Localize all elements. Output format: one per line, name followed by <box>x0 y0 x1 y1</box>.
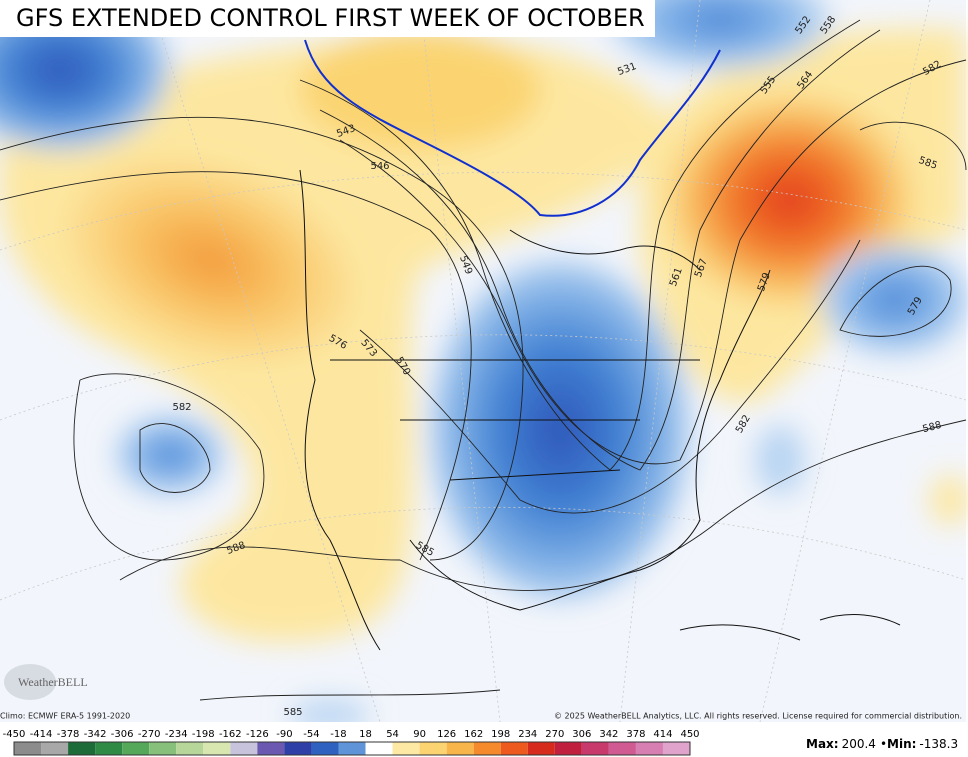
colorbar-tick-label: -306 <box>111 729 134 740</box>
colorbar-tick-label: 126 <box>437 729 456 740</box>
graticule <box>0 0 967 723</box>
colorbar-tick-label: 162 <box>464 729 483 740</box>
colorbar-swatch <box>527 742 555 755</box>
colorbar-swatch <box>419 742 447 755</box>
climo-note: Climo: ECMWF ERA-5 1991-2020 <box>0 712 130 721</box>
colorbar-tick-label: -198 <box>192 729 215 740</box>
colorbar-swatch <box>446 742 474 755</box>
anomaly-shading <box>0 0 968 730</box>
colorbar-tick-label: -54 <box>303 729 319 740</box>
stat-label: Max: <box>806 737 839 751</box>
colorbar-tick-label: -126 <box>246 729 269 740</box>
contours <box>0 19 967 701</box>
colorbar-tick-label: -414 <box>30 729 53 740</box>
colorbar-tick-label: -270 <box>138 729 161 740</box>
logo-mark <box>4 664 56 700</box>
colorbar-tick-label: -18 <box>330 729 346 740</box>
colorbar-swatch <box>608 742 636 755</box>
colorbar-tick-label: -342 <box>84 729 107 740</box>
colorbar-swatch <box>311 742 339 755</box>
colorbar-swatch <box>554 742 582 755</box>
colorbar-tick-label: 270 <box>545 729 564 740</box>
stat-label: Min: <box>887 737 916 751</box>
colorbar-swatch <box>662 742 690 755</box>
colorbar-frame <box>13 741 691 756</box>
stats-separator: • <box>880 737 887 751</box>
colorbar-tick-label: 306 <box>572 729 591 740</box>
colorbar-tick-label: 378 <box>626 729 645 740</box>
title-box <box>0 0 655 37</box>
colorbar-swatch <box>203 742 231 755</box>
colorbar-swatch <box>68 742 96 755</box>
colorbar-tick-label: 198 <box>491 729 510 740</box>
colorbar-tick-label: -162 <box>219 729 242 740</box>
colorbar-tick-label: -90 <box>276 729 292 740</box>
colorbar-tick-label: -378 <box>57 729 80 740</box>
colorbar-swatch <box>176 742 204 755</box>
colorbar-tick-label: 90 <box>413 729 426 740</box>
colorbar-tick-label: 342 <box>599 729 618 740</box>
colorbar-tick-label: -234 <box>165 729 188 740</box>
colorbar-swatch <box>365 742 393 755</box>
colorbar-tick-label: 18 <box>359 729 372 740</box>
colorbar-swatch <box>230 742 258 755</box>
contour-label: 588 <box>921 420 942 436</box>
coastlines <box>299 169 901 651</box>
colorbar-swatch <box>257 742 285 755</box>
stats: Max: 200.4 •Min: -138.3 <box>806 737 958 751</box>
stat-value: 200.4 <box>842 737 876 751</box>
stat-value: -138.3 <box>919 737 958 751</box>
logo: WeatherBELL <box>18 675 88 689</box>
contour-label: 582 <box>172 402 191 413</box>
colorbar: -450 -414 -378 -342 -306 -270 -234 -198 -162 -126… <box>3 729 700 756</box>
colorbar-swatch <box>635 742 663 755</box>
colorbar-swatch <box>14 742 42 755</box>
colorbar-tick-label: 450 <box>680 729 699 740</box>
colorbar-swatch <box>473 742 501 755</box>
copyright: © 2025 WeatherBELL Analytics, LLC. All r… <box>554 712 962 721</box>
colorbar-tick-label: 234 <box>518 729 537 740</box>
colorbar-swatch <box>392 742 420 755</box>
colorbar-swatch <box>41 742 69 755</box>
reference-contour <box>304 39 721 217</box>
colorbar-tick-label: -450 <box>3 729 26 740</box>
colorbar-tick-label: 54 <box>386 729 399 740</box>
contour-label: 546 <box>370 161 389 172</box>
colorbar-tick-label: 414 <box>653 729 672 740</box>
colorbar-swatch <box>500 742 528 755</box>
colorbar-swatch <box>122 742 150 755</box>
colorbar-swatch <box>95 742 123 755</box>
colorbar-swatch <box>338 742 366 755</box>
colorbar-swatch <box>581 742 609 755</box>
colorbar-swatch <box>284 742 312 755</box>
title: GFS EXTENDED CONTROL FIRST WEEK OF OCTOB… <box>16 4 645 32</box>
colorbar-swatch <box>149 742 177 755</box>
contour-label: 585 <box>283 707 302 718</box>
